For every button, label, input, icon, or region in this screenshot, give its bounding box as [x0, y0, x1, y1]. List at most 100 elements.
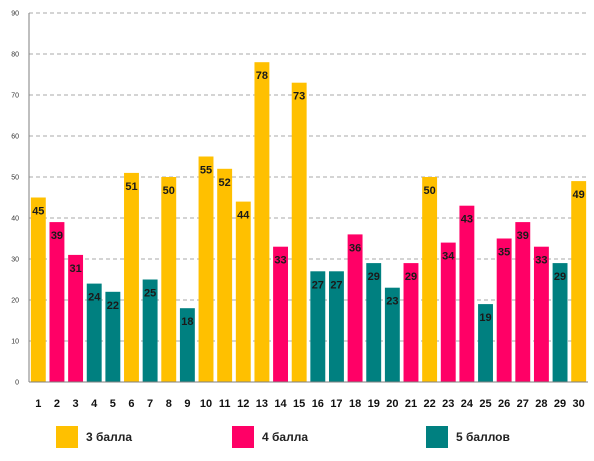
- legend-label-5: 5 баллов: [456, 430, 510, 444]
- data-label-11: 52: [219, 177, 231, 189]
- legend-label-4: 4 балла: [262, 430, 309, 444]
- bar-23: [440, 242, 456, 382]
- data-label-21: 29: [405, 271, 417, 283]
- legend-item-4: 4 балла: [232, 425, 308, 449]
- bar-5: [105, 291, 121, 382]
- bar-29: [552, 263, 568, 382]
- x-tick-18: 18: [349, 398, 361, 410]
- data-label-14: 33: [274, 255, 286, 267]
- data-label-26: 35: [498, 247, 510, 259]
- x-tick-12: 12: [237, 398, 249, 410]
- x-tick-20: 20: [386, 398, 398, 410]
- x-tick-5: 5: [110, 398, 116, 410]
- data-label-30: 49: [573, 189, 585, 201]
- y-tick-0: 0: [15, 380, 19, 387]
- data-label-6: 51: [125, 181, 137, 193]
- data-label-2: 39: [51, 230, 63, 242]
- x-tick-11: 11: [219, 398, 231, 410]
- bar-22: [422, 177, 438, 382]
- y-tick-70: 70: [11, 93, 19, 100]
- x-tick-4: 4: [91, 398, 98, 410]
- x-tick-15: 15: [293, 398, 305, 410]
- data-label-22: 50: [423, 185, 435, 197]
- data-label-1: 45: [32, 206, 44, 218]
- data-label-28: 33: [535, 255, 547, 267]
- bar-18: [347, 234, 363, 382]
- x-tick-13: 13: [256, 398, 268, 410]
- data-label-16: 27: [312, 279, 324, 291]
- x-tick-21: 21: [405, 398, 417, 410]
- data-label-5: 22: [107, 300, 119, 312]
- bar-27: [515, 222, 531, 382]
- data-label-20: 23: [386, 296, 398, 308]
- bar-20: [384, 287, 400, 382]
- legend-item-5: 5 баллов: [426, 425, 510, 449]
- data-label-18: 36: [349, 242, 361, 254]
- data-label-10: 55: [200, 165, 212, 177]
- bar-12: [235, 201, 251, 382]
- bar-30: [571, 181, 587, 382]
- bar-2: [49, 222, 65, 382]
- bar-16: [310, 271, 326, 382]
- legend-swatch-4: [232, 426, 254, 448]
- data-label-15: 73: [293, 91, 305, 103]
- y-tick-40: 40: [11, 216, 19, 223]
- legend-item-3: 3 балла: [56, 425, 132, 449]
- y-axis-ticks: 0 10 20 30 40 50 60 70 80 90: [11, 11, 19, 387]
- x-tick-29: 29: [554, 398, 566, 410]
- bar-6: [124, 172, 139, 382]
- bar-4: [86, 283, 102, 382]
- x-tick-8: 8: [166, 398, 172, 410]
- data-label-9: 18: [181, 316, 193, 328]
- bar-28: [533, 246, 549, 382]
- x-tick-25: 25: [479, 398, 491, 410]
- x-tick-19: 19: [368, 398, 380, 410]
- x-tick-7: 7: [147, 398, 153, 410]
- bar-15: [291, 82, 307, 382]
- x-tick-30: 30: [573, 398, 585, 410]
- x-tick-28: 28: [535, 398, 547, 410]
- x-tick-2: 2: [54, 398, 60, 410]
- bar-13: [254, 62, 270, 382]
- y-tick-90: 90: [11, 11, 19, 18]
- data-label-27: 39: [517, 230, 529, 242]
- y-tick-30: 30: [11, 257, 19, 264]
- x-tick-27: 27: [517, 398, 529, 410]
- data-labels: 45 39 31 24 22 51 25 50 18 55 52 44 78 33 73 27 27 36 29 23…: [32, 70, 585, 328]
- bar-3: [68, 254, 84, 382]
- data-label-4: 24: [88, 292, 101, 304]
- bar-10: [198, 156, 214, 382]
- bar-21: [403, 263, 419, 382]
- legend-swatch-3: [56, 426, 78, 448]
- x-tick-3: 3: [73, 398, 79, 410]
- bar-19: [366, 263, 382, 382]
- x-tick-26: 26: [498, 398, 510, 410]
- x-tick-23: 23: [442, 398, 454, 410]
- x-tick-24: 24: [461, 398, 474, 410]
- bar-9: [179, 308, 195, 382]
- bar-26: [496, 238, 512, 382]
- x-tick-14: 14: [274, 398, 287, 410]
- bar-25: [478, 304, 493, 382]
- y-tick-10: 10: [11, 339, 19, 346]
- bar-7: [142, 279, 158, 382]
- data-label-8: 50: [163, 185, 175, 197]
- data-label-13: 78: [256, 70, 268, 82]
- bar-1: [30, 197, 46, 382]
- x-tick-17: 17: [330, 398, 342, 410]
- y-tick-60: 60: [11, 134, 19, 141]
- legend-label-3: 3 балла: [86, 430, 133, 444]
- data-label-19: 29: [368, 271, 380, 283]
- y-tick-20: 20: [11, 298, 19, 305]
- x-tick-22: 22: [423, 398, 435, 410]
- data-label-17: 27: [330, 279, 342, 291]
- data-label-29: 29: [554, 271, 566, 283]
- y-tick-50: 50: [11, 175, 19, 182]
- x-tick-6: 6: [128, 398, 134, 410]
- data-label-23: 34: [442, 251, 455, 263]
- legend-swatch-5: [426, 426, 448, 448]
- data-label-24: 43: [461, 214, 473, 226]
- bar-17: [328, 271, 344, 382]
- bar-8: [161, 177, 177, 382]
